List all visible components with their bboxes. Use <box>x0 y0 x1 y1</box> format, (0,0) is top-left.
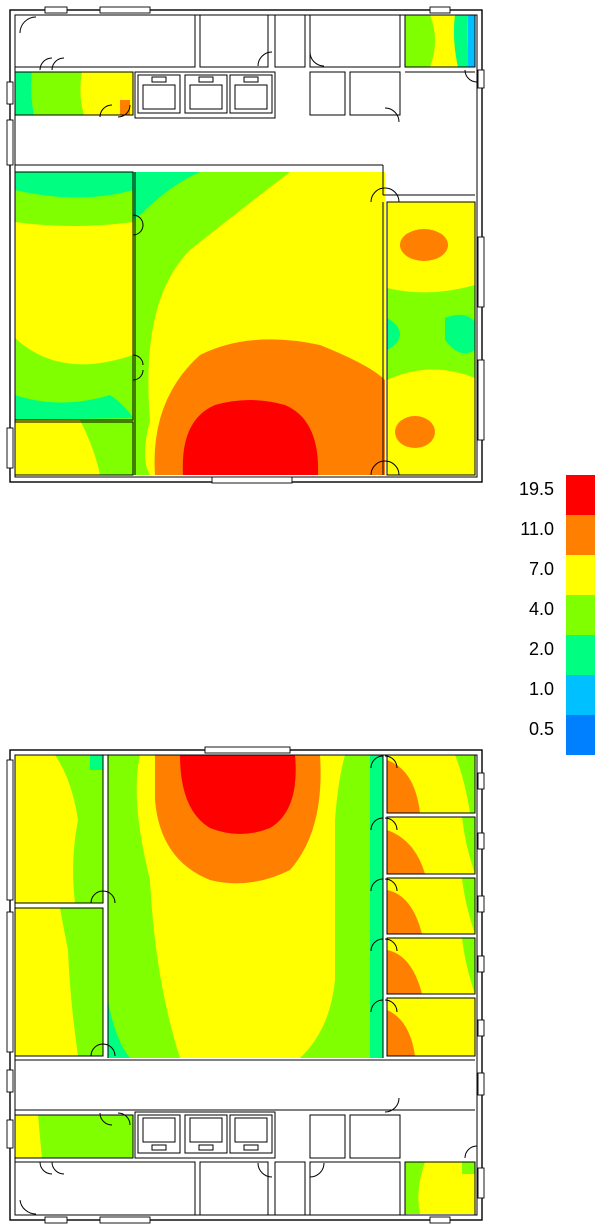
legend-swatch <box>566 595 595 635</box>
legend-label: 11.0 <box>520 519 554 539</box>
legend-label: 19.5 <box>519 479 554 499</box>
legend-swatch <box>566 515 595 555</box>
legend-swatch <box>566 675 595 715</box>
legend-swatch <box>566 635 595 675</box>
legend-label: 7.0 <box>529 559 554 579</box>
legend-swatch <box>566 475 595 515</box>
lower-floor-plan <box>6 746 485 1224</box>
upper-floor-plan <box>6 6 485 484</box>
legend: 19.5 11.0 7.0 4.0 2.0 1.0 0.5 <box>519 475 595 755</box>
legend-swatch <box>566 715 595 755</box>
legend-label: 2.0 <box>529 639 554 659</box>
legend-label: 1.0 <box>529 679 554 699</box>
right-rooms <box>387 755 475 1056</box>
legend-label: 0.5 <box>529 719 554 739</box>
legend-swatch <box>566 555 595 595</box>
legend-label: 4.0 <box>529 599 554 619</box>
